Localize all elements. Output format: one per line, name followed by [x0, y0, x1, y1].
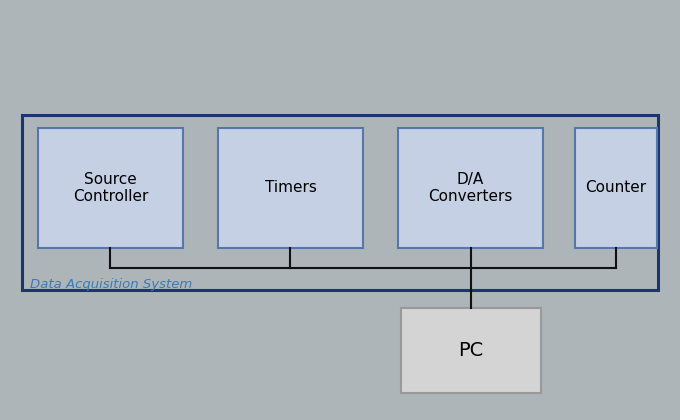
Bar — [398, 128, 543, 248]
Text: PC: PC — [458, 341, 483, 360]
Text: Source
Controller: Source Controller — [73, 172, 148, 204]
Bar — [218, 128, 363, 248]
Bar — [401, 308, 541, 393]
Text: Counter: Counter — [585, 181, 647, 195]
Bar — [575, 128, 657, 248]
Text: Timers: Timers — [265, 181, 316, 195]
Bar — [38, 128, 183, 248]
Text: Data Acquisition System: Data Acquisition System — [30, 278, 192, 291]
Text: D/A
Converters: D/A Converters — [428, 172, 513, 204]
Bar — [22, 115, 658, 290]
